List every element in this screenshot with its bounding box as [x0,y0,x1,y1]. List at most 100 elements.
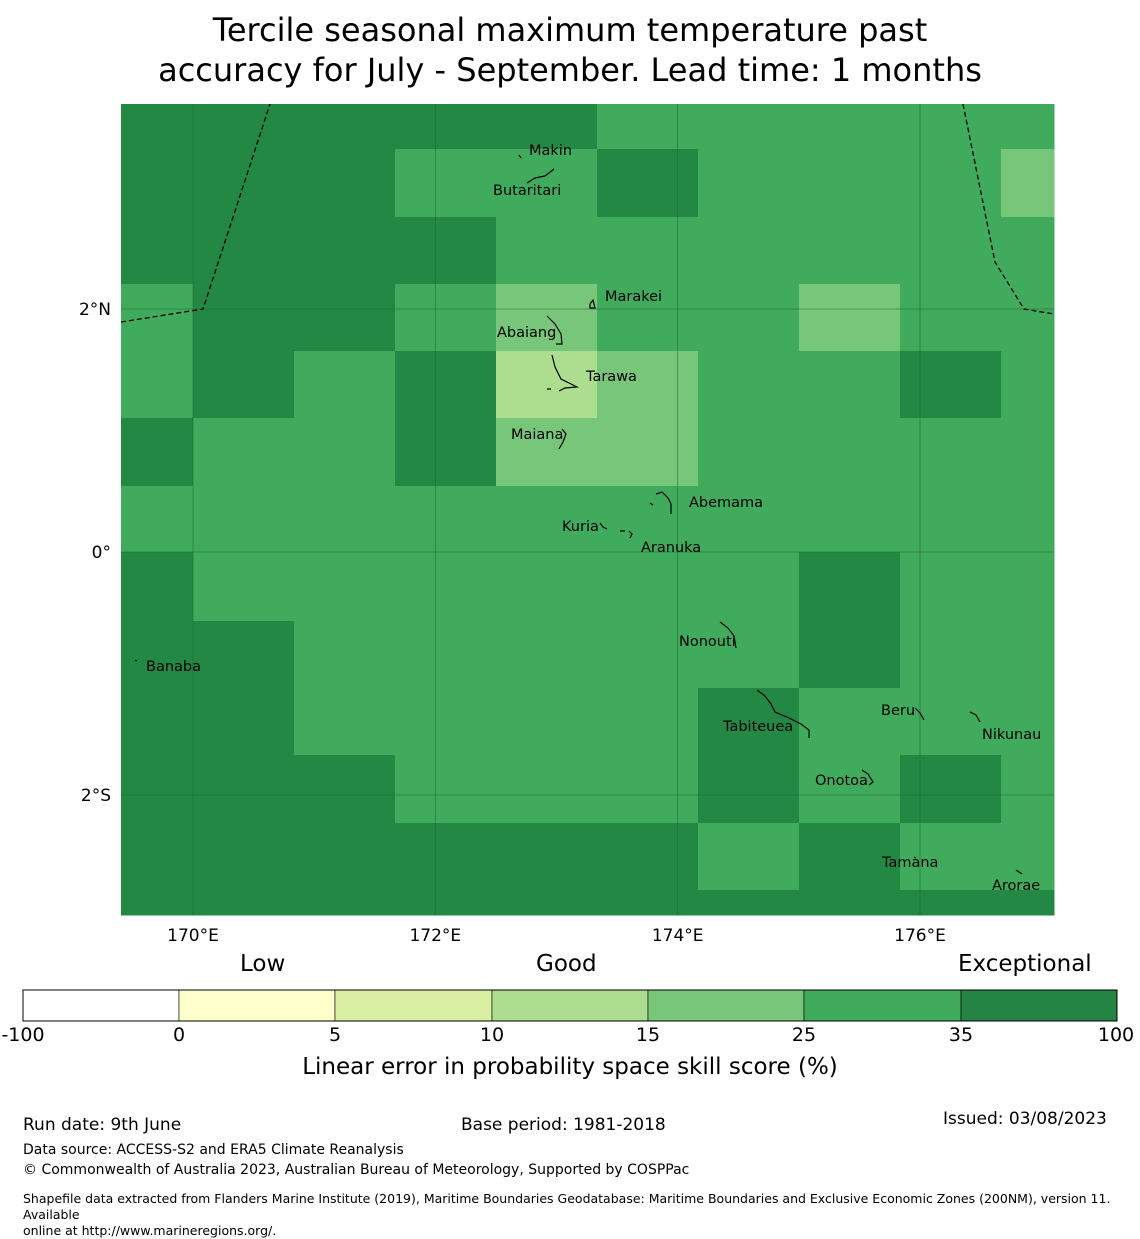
grid-cell [1001,351,1055,419]
grid-cell [799,418,901,487]
place-label: Arorae [992,878,1040,894]
grid-cell [799,552,901,622]
grid-cell [900,217,1002,285]
grid-cell [496,552,598,622]
grid-cell [395,418,497,487]
grid-cell [900,688,1002,756]
grid-cell [900,823,1002,891]
colorbar-title: Linear error in probability space skill … [302,1054,838,1080]
place-label: Beru [881,703,915,719]
grid-cell [799,688,901,756]
grid-cell [294,688,396,756]
island-tarawa [547,354,580,392]
grid-cell [294,418,396,487]
grid-cell [496,890,598,916]
grid-cell [193,688,295,756]
grid-cell [1001,149,1055,218]
island-tabiteuea [756,689,810,738]
grid-cell [193,217,295,285]
grid-cell [294,621,396,689]
grid-cell [121,418,194,487]
grid-cell [698,755,800,824]
place-label: Tabiteuea [722,719,793,735]
grid-cell [597,104,699,150]
lon-tick-label: 176°E [894,926,946,946]
grid-cell [121,890,194,916]
lat-tick-label: 2°N [79,300,111,320]
grid-cell [1001,284,1055,352]
grid-cell [496,149,598,218]
grid-cell [395,688,497,756]
grid-cell [597,351,699,419]
colorbar-segment [803,989,962,1022]
colorbar-tick: 0 [172,1024,186,1046]
grid-cell [597,621,699,689]
grid-cell [193,823,295,891]
grid-cell [294,755,396,824]
island-onotoa [861,769,874,786]
grid-cell [395,823,497,891]
colorbar-segment [178,989,336,1022]
grid-cell [395,755,497,824]
grid-cell [1001,104,1055,150]
grid-cell [698,418,800,487]
grid-cell [395,104,497,150]
colorbar-label-low: Low [240,951,286,977]
grid-cell [597,552,699,622]
grid-cell [597,217,699,285]
colorbar-label-exceptional: Exceptional [958,951,1092,977]
grid-cell [496,284,598,352]
grid-cell [698,890,800,916]
eez-boundary-west [120,103,271,323]
grid-cell [900,755,1002,824]
colorbar-segment [22,989,180,1022]
grid-cell [900,621,1002,689]
grid-cell [900,552,1002,622]
island-abemama [649,491,672,514]
grid-cell [597,418,699,487]
place-label: Abaiang [497,325,556,341]
grid-cell [121,351,194,419]
grid-cell [193,104,295,150]
colorbar-tick: 15 [635,1024,661,1046]
colorbar-tick: 35 [948,1024,974,1046]
shapefile-credit: Shapefile data extracted from Flanders M… [23,1191,1133,1239]
grid-cell [193,755,295,824]
grid-cell [294,552,396,622]
grid-cell [1001,552,1055,622]
grid-cell [121,486,194,553]
graticule [121,104,1054,915]
grid-cell [900,104,1002,150]
grid-cell [496,418,598,487]
grid-cell [395,552,497,622]
copyright: © Commonwealth of Australia 2023, Austra… [23,1162,690,1178]
grid-cell [1001,418,1055,487]
grid-cell [698,823,800,891]
grid-cell [193,284,295,352]
place-label: Banaba [146,659,201,675]
island-butaritari [526,168,555,184]
grid-cell [496,351,598,419]
island-outlines [134,154,1023,875]
grid-cell [121,284,194,352]
grid-cell [496,755,598,824]
lon-tick-label: 172°E [409,926,461,946]
grid-cell [1001,688,1055,756]
grid-cell [294,351,396,419]
colorbar-frame [22,989,1118,1022]
grid-cell [193,486,295,553]
grid-cell [698,688,800,756]
grid-cell [900,486,1002,553]
grid-cell [799,755,901,824]
base-period: Base period: 1981-2018 [461,1115,666,1135]
place-label: Nonouti [679,634,736,650]
grid-cell [395,351,497,419]
grid-cell [900,149,1002,218]
grid-cell [496,217,598,285]
run-date: Run date: 9th June [23,1115,182,1135]
colorbar-tick: 5 [328,1024,342,1046]
grid-cell [496,823,598,891]
title-line-1: Tercile seasonal maximum temperature pas… [212,11,928,49]
colorbar-segment [960,989,1118,1022]
colorbar-segment [334,989,493,1022]
